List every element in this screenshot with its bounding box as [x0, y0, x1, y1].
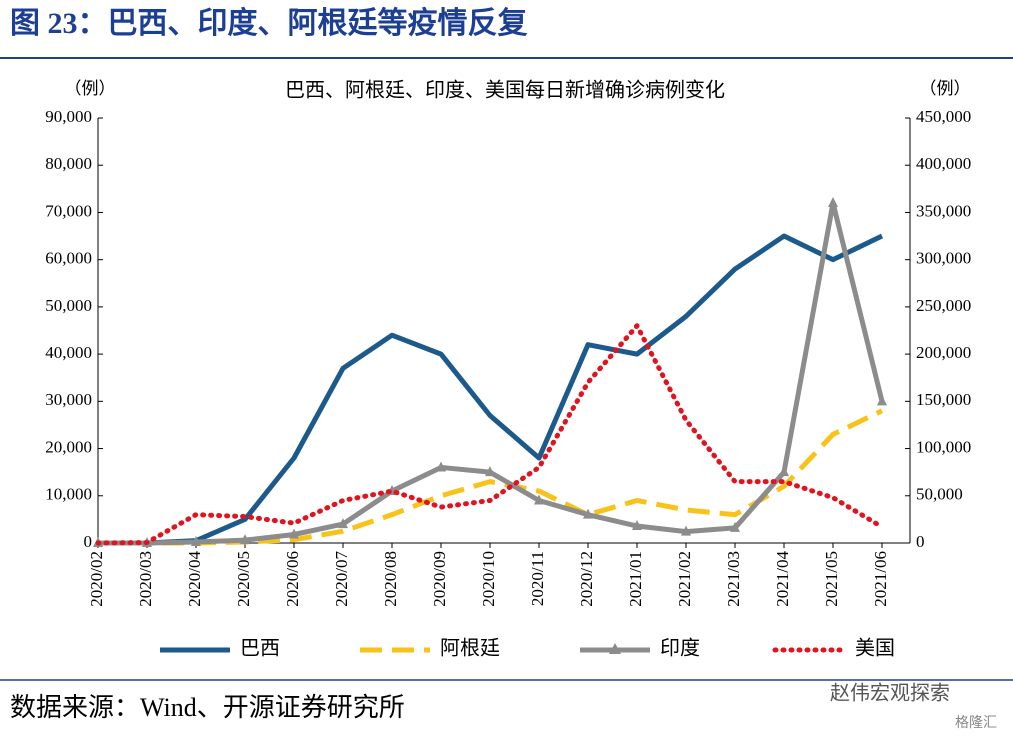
series-line — [98, 233, 884, 546]
x-tick-label: 2020/05 — [234, 551, 253, 607]
x-tick-label: 2020/10 — [479, 551, 498, 607]
point-marker — [338, 518, 348, 529]
y2-tick-label: 250,000 — [916, 296, 971, 315]
series-line — [95, 323, 885, 546]
y-axis-label: （例） — [65, 79, 116, 98]
y-tick-label: 70,000 — [45, 201, 92, 220]
x-tick-label: 2020/08 — [381, 551, 400, 607]
legend-marker — [609, 643, 621, 654]
point-marker — [485, 466, 495, 477]
series-line — [98, 200, 885, 546]
source: 数据来源：Wind、开源证券研究所 — [10, 693, 405, 722]
point-marker — [240, 534, 250, 545]
x-tick-label: 2020/02 — [87, 551, 106, 607]
legend-label: 巴西 — [240, 638, 280, 660]
y2-tick-label: 150,000 — [916, 390, 971, 409]
y2-tick-label: 450,000 — [916, 107, 971, 126]
x-tick-label: 2021/04 — [773, 551, 792, 607]
y2-tick-label: 100,000 — [916, 437, 971, 456]
y-tick-label: 10,000 — [45, 485, 92, 504]
watermark: 赵伟宏观探索 — [830, 682, 950, 705]
y-tick-label: 80,000 — [45, 154, 92, 173]
y2-tick-label: 200,000 — [916, 343, 971, 362]
y2-tick-label: 400,000 — [916, 154, 971, 173]
y-tick-label: 30,000 — [45, 390, 92, 409]
point-marker — [877, 395, 887, 406]
watermark: 格隆汇 — [955, 715, 997, 731]
y-tick-label: 0 — [84, 532, 93, 551]
x-tick-label: 2020/06 — [283, 551, 302, 607]
legend-label: 美国 — [855, 637, 895, 660]
x-tick-label: 2021/02 — [675, 551, 694, 607]
point-marker — [681, 525, 691, 536]
y-tick-label: 90,000 — [45, 107, 92, 126]
y2-tick-label: 50,000 — [916, 485, 963, 504]
point-marker — [191, 536, 201, 547]
figure-title: 图 23：巴西、印度、阿根廷等疫情反复 — [10, 6, 528, 40]
x-tick-label: 2021/05 — [822, 551, 841, 607]
x-tick-label: 2021/03 — [724, 551, 743, 607]
x-tick-label: 2021/01 — [626, 551, 645, 607]
point-marker — [289, 528, 299, 539]
point-marker — [730, 521, 740, 532]
y2-tick-label: 0 — [916, 532, 925, 551]
x-tick-label: 2020/12 — [577, 551, 596, 607]
x-tick-label: 2020/11 — [528, 551, 547, 606]
point-marker — [583, 508, 593, 519]
y-tick-label: 20,000 — [45, 437, 92, 456]
x-tick-label: 2020/09 — [430, 551, 449, 607]
point-marker — [779, 466, 789, 477]
x-tick-label: 2020/03 — [136, 551, 155, 607]
point-marker — [534, 494, 544, 505]
point-marker — [828, 197, 838, 207]
legend-label: 阿根廷 — [440, 637, 500, 660]
y2-tick-label: 300,000 — [916, 249, 971, 268]
y2-tick-label: 350,000 — [916, 201, 971, 220]
x-tick-label: 2020/04 — [185, 551, 204, 607]
series-line — [98, 408, 884, 546]
chart-title: 巴西、阿根廷、印度、美国每日新增确诊病例变化 — [285, 79, 725, 102]
y-tick-label: 60,000 — [45, 249, 92, 268]
legend-label: 印度 — [660, 637, 700, 660]
point-marker — [632, 520, 642, 530]
y-tick-label: 40,000 — [45, 343, 92, 362]
y2-axis-label: （例） — [920, 79, 971, 98]
x-tick-label: 2020/07 — [332, 551, 351, 607]
y-tick-label: 50,000 — [45, 296, 92, 315]
x-tick-label: 2021/06 — [871, 551, 890, 607]
point-marker — [436, 461, 446, 472]
